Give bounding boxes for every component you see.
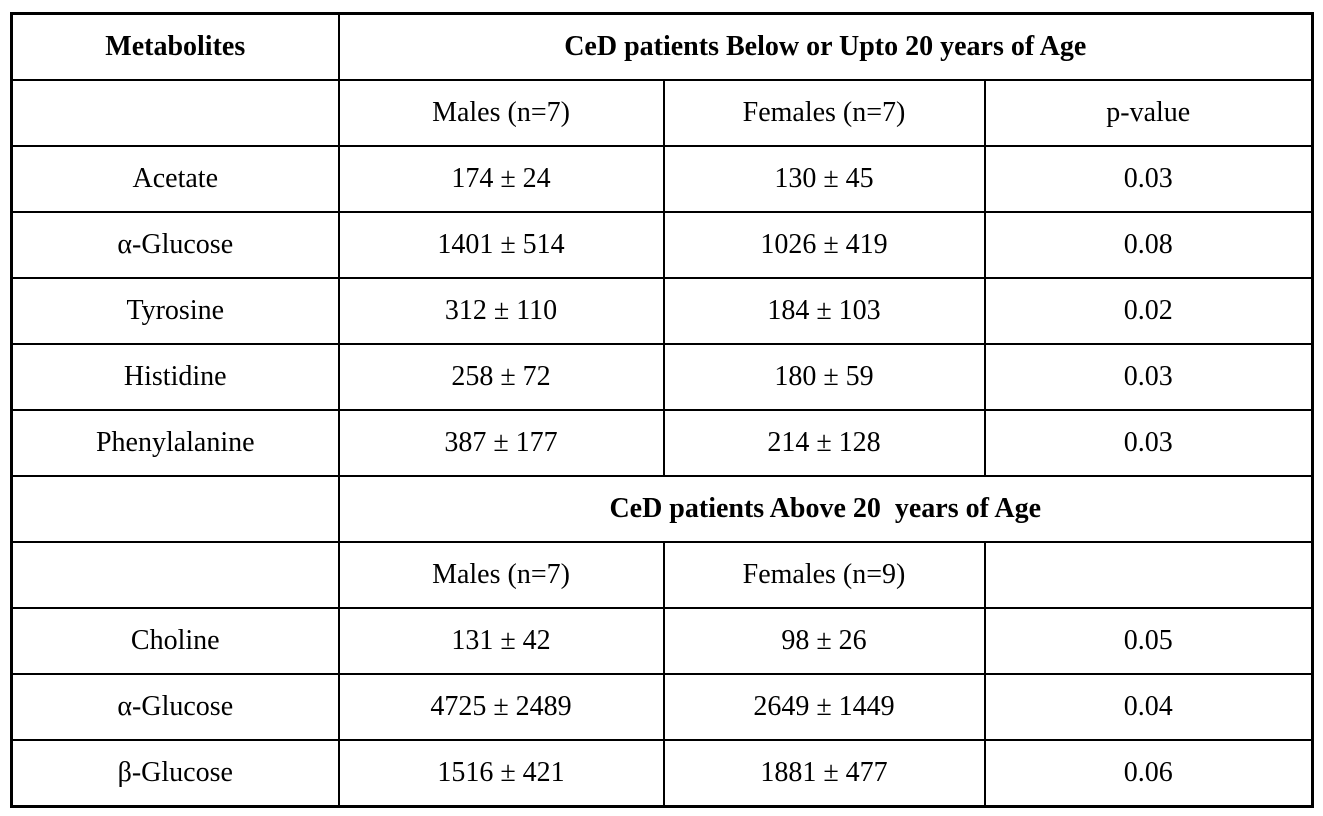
empty-cell [10, 475, 340, 543]
cell-metabolite: Choline [10, 607, 340, 675]
section-1-title: CeD patients Below or Upto 20 years of A… [337, 12, 1314, 81]
cell-males-value: 1516 ± 421 [337, 739, 665, 808]
cell-metabolite: Acetate [10, 145, 340, 213]
metabolites-table: Metabolites CeD patients Below or Upto 2… [10, 12, 1314, 808]
table-row: Histidine 258 ± 72 180 ± 59 0.03 [10, 343, 1314, 411]
corner-header-metabolites: Metabolites [10, 12, 340, 81]
cell-pvalue: 0.03 [983, 409, 1314, 477]
col-header-females-2: Females (n=9) [662, 541, 986, 609]
cell-metabolite: Histidine [10, 343, 340, 411]
cell-females-value: 98 ± 26 [662, 607, 986, 675]
cell-males-value: 387 ± 177 [337, 409, 665, 477]
table-row: β-Glucose 1516 ± 421 1881 ± 477 0.06 [10, 739, 1314, 808]
cell-males-value: 4725 ± 2489 [337, 673, 665, 741]
section-1-subheader-row: Males (n=7) Females (n=7) p-value [10, 79, 1314, 147]
cell-females-value: 1026 ± 419 [662, 211, 986, 279]
table-row: α-Glucose 4725 ± 2489 2649 ± 1449 0.04 [10, 673, 1314, 741]
cell-males-value: 312 ± 110 [337, 277, 665, 345]
col-header-pvalue-1: p-value [983, 79, 1314, 147]
col-header-pvalue-2 [983, 541, 1314, 609]
cell-females-value: 214 ± 128 [662, 409, 986, 477]
cell-males-value: 174 ± 24 [337, 145, 665, 213]
empty-cell [10, 541, 340, 609]
cell-metabolite: Phenylalanine [10, 409, 340, 477]
cell-males-value: 258 ± 72 [337, 343, 665, 411]
col-header-males-2: Males (n=7) [337, 541, 665, 609]
cell-pvalue: 0.05 [983, 607, 1314, 675]
table-row: Phenylalanine 387 ± 177 214 ± 128 0.03 [10, 409, 1314, 477]
section-1-header-row: Metabolites CeD patients Below or Upto 2… [10, 12, 1314, 81]
cell-pvalue: 0.03 [983, 343, 1314, 411]
table-row: Tyrosine 312 ± 110 184 ± 103 0.02 [10, 277, 1314, 345]
cell-metabolite: α-Glucose [10, 211, 340, 279]
cell-pvalue: 0.06 [983, 739, 1314, 808]
cell-females-value: 184 ± 103 [662, 277, 986, 345]
cell-pvalue: 0.04 [983, 673, 1314, 741]
empty-cell [10, 79, 340, 147]
section-2-header-row: CeD patients Above 20 years of Age [10, 475, 1314, 543]
col-header-females-1: Females (n=7) [662, 79, 986, 147]
section-2-subheader-row: Males (n=7) Females (n=9) [10, 541, 1314, 609]
cell-metabolite: β-Glucose [10, 739, 340, 808]
cell-metabolite: Tyrosine [10, 277, 340, 345]
cell-females-value: 1881 ± 477 [662, 739, 986, 808]
cell-females-value: 130 ± 45 [662, 145, 986, 213]
cell-females-value: 2649 ± 1449 [662, 673, 986, 741]
cell-pvalue: 0.08 [983, 211, 1314, 279]
cell-pvalue: 0.02 [983, 277, 1314, 345]
table-row: Choline 131 ± 42 98 ± 26 0.05 [10, 607, 1314, 675]
section-2-title: CeD patients Above 20 years of Age [337, 475, 1314, 543]
cell-metabolite: α-Glucose [10, 673, 340, 741]
cell-males-value: 1401 ± 514 [337, 211, 665, 279]
cell-females-value: 180 ± 59 [662, 343, 986, 411]
cell-males-value: 131 ± 42 [337, 607, 665, 675]
cell-pvalue: 0.03 [983, 145, 1314, 213]
table-row: α-Glucose 1401 ± 514 1026 ± 419 0.08 [10, 211, 1314, 279]
col-header-males-1: Males (n=7) [337, 79, 665, 147]
table-row: Acetate 174 ± 24 130 ± 45 0.03 [10, 145, 1314, 213]
